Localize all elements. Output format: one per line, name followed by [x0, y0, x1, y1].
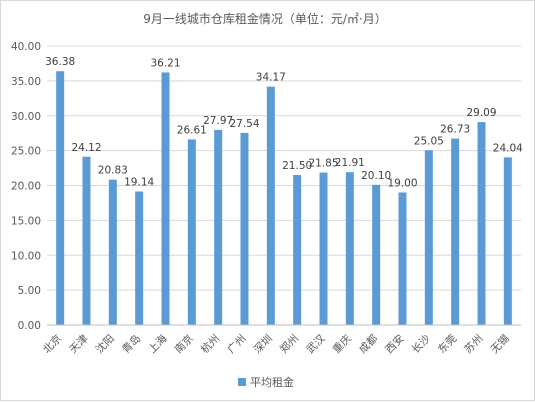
y-axis-ticks: 0.00 5.00 10.00 15.00 20.00 25.00 30.00 35.00 40… — [11, 41, 41, 332]
legend-swatch-icon — [238, 378, 246, 386]
bar — [214, 129, 223, 325]
y-tick-label: 35.00 — [11, 76, 41, 88]
data-label: 26.73 — [440, 124, 470, 136]
y-tick-label: 10.00 — [11, 250, 41, 262]
x-tick-label: 天津 — [67, 332, 91, 356]
bar — [187, 139, 196, 325]
x-tick-label: 郑州 — [277, 332, 301, 356]
bar — [451, 138, 460, 325]
data-label: 21.91 — [335, 157, 365, 169]
x-tick-label: 无锡 — [488, 332, 512, 356]
data-label: 36.38 — [45, 56, 75, 68]
data-label: 20.83 — [98, 165, 128, 177]
y-tick-label: 0.00 — [18, 320, 41, 332]
y-tick-label: 5.00 — [18, 285, 41, 297]
x-tick-label: 南京 — [172, 332, 196, 356]
bar — [503, 157, 512, 325]
bar — [82, 156, 91, 325]
bar — [266, 86, 275, 326]
bar — [345, 172, 354, 325]
data-label: 26.61 — [177, 124, 207, 136]
y-tick-label: 15.00 — [11, 215, 41, 227]
x-tick-label: 重庆 — [330, 332, 354, 356]
bar — [240, 132, 249, 325]
bar — [161, 72, 170, 326]
x-tick-label: 青岛 — [119, 332, 143, 356]
x-tick-label: 杭州 — [198, 332, 222, 356]
y-tick-label: 40.00 — [11, 41, 41, 53]
bar — [372, 184, 381, 325]
bar — [56, 71, 65, 325]
bar — [398, 192, 407, 325]
data-label: 21.50 — [282, 160, 312, 172]
data-label: 25.05 — [414, 135, 444, 147]
data-label: 19.00 — [387, 177, 417, 189]
legend-label: 平均租金 — [250, 375, 294, 389]
data-label: 27.54 — [229, 118, 259, 130]
x-tick-label: 沈阳 — [93, 332, 117, 356]
gridlines — [47, 45, 521, 291]
x-tick-label: 长沙 — [410, 332, 434, 356]
data-label: 19.14 — [124, 176, 154, 188]
x-tick-label: 武汉 — [304, 332, 328, 356]
data-label: 24.12 — [71, 142, 101, 154]
x-tick-label: 西安 — [383, 332, 407, 356]
bar — [319, 172, 328, 325]
data-label: 20.10 — [361, 170, 391, 182]
bar — [293, 175, 302, 325]
chart-title: 9月一线城市仓库租金情况（单位：元/㎡·月） — [143, 11, 387, 26]
data-label: 21.85 — [308, 158, 338, 170]
x-tick-label: 成都 — [357, 332, 381, 356]
bar — [477, 122, 486, 325]
data-label: 27.97 — [203, 115, 233, 127]
legend: 平均租金 — [238, 375, 294, 389]
bar — [108, 179, 117, 325]
bar — [424, 150, 433, 325]
x-tick-label: 上海 — [146, 332, 170, 356]
x-tick-label: 深圳 — [252, 333, 275, 356]
data-label: 24.04 — [493, 142, 523, 154]
x-tick-label: 苏州 — [462, 332, 486, 356]
y-tick-label: 25.00 — [11, 146, 41, 158]
y-tick-label: 20.00 — [11, 181, 41, 193]
x-axis-ticks: 北京 天津 沈阳 青岛 上海 南京 杭州 广州 深圳 郑州 武汉 重庆 成都 西安 长沙 东莞 苏州 无锡 — [40, 332, 512, 356]
x-tick-label: 广州 — [225, 333, 248, 356]
bars — [56, 71, 512, 326]
data-label: 34.17 — [256, 72, 286, 84]
x-tick-label: 北京 — [40, 332, 64, 356]
data-label: 36.21 — [150, 57, 180, 69]
y-tick-label: 30.00 — [11, 111, 41, 123]
data-label: 29.09 — [466, 107, 496, 119]
bar — [135, 191, 144, 325]
x-tick-label: 东莞 — [435, 332, 459, 356]
